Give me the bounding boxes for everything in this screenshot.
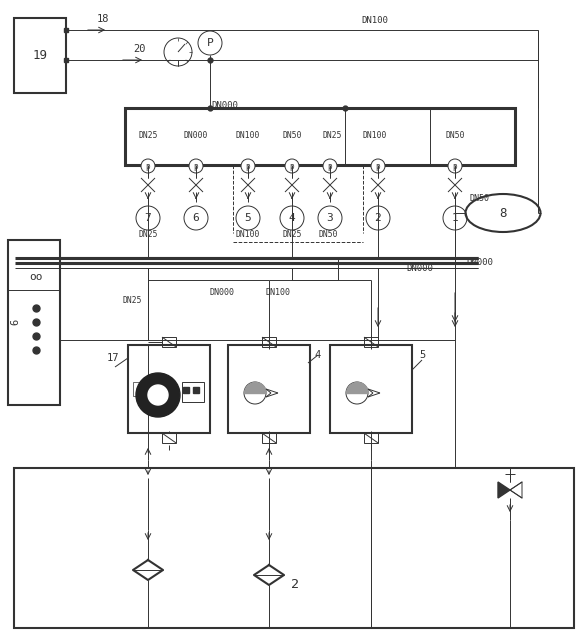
Text: DN25: DN25: [322, 130, 342, 139]
Text: oo: oo: [29, 272, 43, 282]
Polygon shape: [498, 482, 510, 498]
Text: 20: 20: [134, 44, 146, 54]
Text: DN25: DN25: [139, 130, 158, 139]
Bar: [330, 345, 412, 433]
Text: DN25: DN25: [139, 229, 158, 238]
Bar: [262, 433, 276, 443]
Text: DN25: DN25: [282, 229, 302, 238]
Text: 1: 1: [451, 213, 458, 223]
Bar: [8, 240, 60, 405]
Bar: [14, 18, 66, 93]
Text: DN50: DN50: [470, 194, 490, 203]
Bar: [128, 345, 210, 433]
Text: p: p: [328, 162, 332, 171]
Text: 5: 5: [245, 213, 251, 223]
Text: DN000: DN000: [210, 288, 234, 296]
Circle shape: [236, 206, 260, 230]
Circle shape: [285, 159, 299, 173]
Text: DN100: DN100: [265, 288, 291, 296]
Text: 6: 6: [10, 319, 20, 325]
Text: 17: 17: [107, 353, 119, 363]
Text: 8: 8: [500, 206, 507, 220]
Circle shape: [443, 206, 467, 230]
Text: p: p: [453, 162, 457, 171]
Text: 19: 19: [32, 49, 48, 61]
Bar: [64, 58, 68, 62]
Bar: [14, 468, 574, 628]
Circle shape: [136, 373, 180, 417]
Circle shape: [244, 382, 266, 404]
Text: 2: 2: [375, 213, 382, 223]
Circle shape: [198, 31, 222, 55]
Circle shape: [346, 382, 368, 404]
Circle shape: [323, 159, 337, 173]
Text: p: p: [246, 162, 250, 171]
Circle shape: [164, 38, 192, 66]
Bar: [364, 337, 378, 347]
Circle shape: [189, 159, 203, 173]
Circle shape: [318, 206, 342, 230]
Bar: [125, 108, 515, 165]
Text: DN000: DN000: [407, 263, 433, 272]
Text: DN000: DN000: [467, 258, 494, 266]
Text: 5: 5: [419, 350, 425, 360]
Text: p: p: [376, 162, 380, 171]
Text: DN000: DN000: [184, 130, 208, 139]
Circle shape: [241, 159, 255, 173]
Bar: [262, 337, 276, 347]
Circle shape: [280, 206, 304, 230]
Bar: [228, 345, 310, 433]
Bar: [133, 382, 147, 396]
Text: DN100: DN100: [363, 130, 387, 139]
Text: 6: 6: [193, 213, 200, 223]
Text: 4: 4: [315, 350, 321, 360]
Text: DN25: DN25: [122, 295, 141, 305]
Text: DN50: DN50: [446, 130, 465, 139]
Circle shape: [184, 206, 208, 230]
Text: p: p: [290, 162, 294, 171]
Bar: [64, 28, 68, 32]
Bar: [364, 433, 378, 443]
Circle shape: [141, 159, 155, 173]
Circle shape: [136, 206, 160, 230]
Bar: [162, 337, 176, 347]
Bar: [182, 382, 204, 402]
Circle shape: [371, 159, 385, 173]
Text: DN000: DN000: [211, 100, 238, 109]
Text: DN50: DN50: [318, 229, 338, 238]
Text: 18: 18: [97, 14, 109, 24]
Text: 7: 7: [144, 213, 151, 223]
Text: DN100: DN100: [236, 229, 260, 238]
Bar: [162, 433, 176, 443]
Text: 4: 4: [289, 213, 295, 223]
Text: 2: 2: [291, 578, 299, 592]
Text: DN50: DN50: [282, 130, 302, 139]
Text: P: P: [207, 38, 214, 48]
Text: p: p: [194, 162, 198, 171]
Text: DN100: DN100: [362, 15, 389, 24]
Text: DN100: DN100: [236, 130, 260, 139]
Circle shape: [448, 159, 462, 173]
Circle shape: [148, 385, 168, 405]
Circle shape: [366, 206, 390, 230]
Text: p: p: [146, 162, 150, 171]
Text: 3: 3: [326, 213, 333, 223]
